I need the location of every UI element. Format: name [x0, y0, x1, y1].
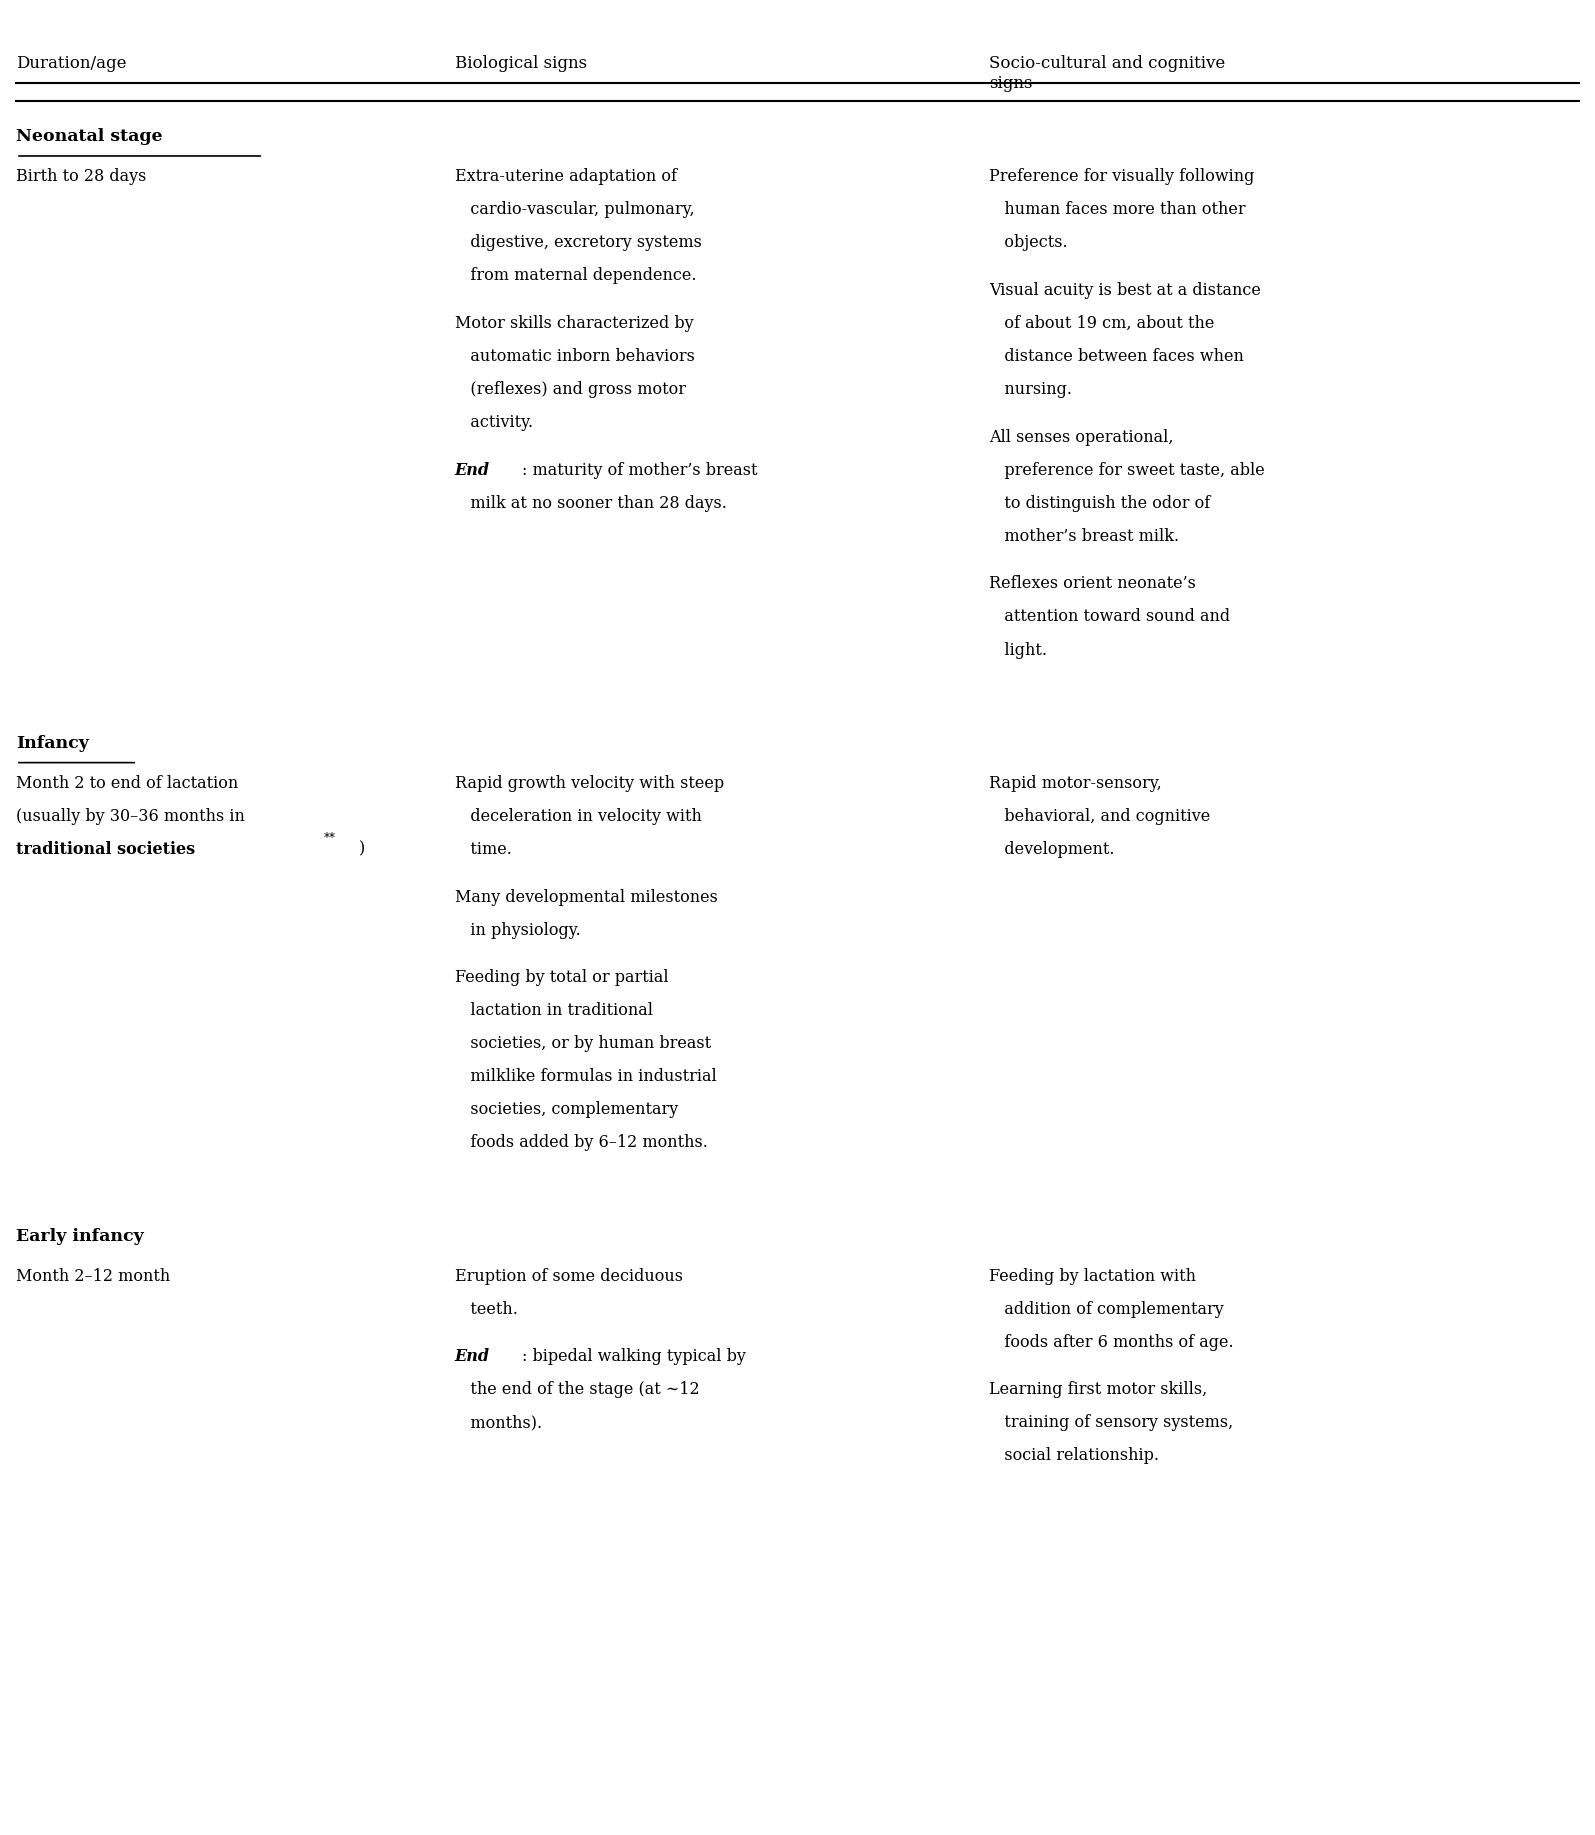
Text: Many developmental milestones: Many developmental milestones	[455, 888, 718, 905]
Text: Infancy: Infancy	[16, 736, 89, 752]
Text: foods added by 6–12 months.: foods added by 6–12 months.	[455, 1134, 708, 1151]
Text: foods after 6 months of age.: foods after 6 months of age.	[989, 1334, 1233, 1351]
Text: months).: months).	[455, 1415, 542, 1431]
Text: deceleration in velocity with: deceleration in velocity with	[455, 807, 702, 824]
Text: Visual acuity is best at a distance: Visual acuity is best at a distance	[989, 283, 1260, 299]
Text: development.: development.	[989, 840, 1115, 857]
Text: teeth.: teeth.	[455, 1301, 517, 1318]
Text: Preference for visually following: Preference for visually following	[989, 169, 1254, 185]
Text: nursing.: nursing.	[989, 382, 1072, 398]
Text: automatic inborn behaviors: automatic inborn behaviors	[455, 349, 694, 365]
Text: End: End	[455, 1349, 490, 1365]
Text: distance between faces when: distance between faces when	[989, 349, 1244, 365]
Text: Rapid growth velocity with steep: Rapid growth velocity with steep	[455, 774, 724, 791]
Text: Early infancy: Early infancy	[16, 1228, 144, 1244]
Text: training of sensory systems,: training of sensory systems,	[989, 1415, 1233, 1431]
Text: Month 2–12 month: Month 2–12 month	[16, 1268, 171, 1284]
Text: in physiology.: in physiology.	[455, 921, 581, 938]
Text: : bipedal walking typical by: : bipedal walking typical by	[522, 1349, 745, 1365]
Text: Rapid motor-sensory,: Rapid motor-sensory,	[989, 774, 1161, 791]
Text: Feeding by lactation with: Feeding by lactation with	[989, 1268, 1196, 1284]
Text: (usually by 30–36 months in: (usually by 30–36 months in	[16, 807, 244, 824]
Text: All senses operational,: All senses operational,	[989, 429, 1174, 446]
Text: milklike formulas in industrial: milklike formulas in industrial	[455, 1068, 716, 1084]
Text: : maturity of mother’s breast: : maturity of mother’s breast	[522, 462, 758, 479]
Text: milk at no sooner than 28 days.: milk at no sooner than 28 days.	[455, 495, 726, 512]
Text: End: End	[455, 462, 490, 479]
Text: Reflexes orient neonate’s: Reflexes orient neonate’s	[989, 576, 1196, 593]
Text: lactation in traditional: lactation in traditional	[455, 1002, 652, 1018]
Text: societies, or by human breast: societies, or by human breast	[455, 1035, 711, 1051]
Text: to distinguish the odor of: to distinguish the odor of	[989, 495, 1211, 512]
Text: societies, complementary: societies, complementary	[455, 1101, 678, 1118]
Text: Duration/age: Duration/age	[16, 55, 126, 72]
Text: Month 2 to end of lactation: Month 2 to end of lactation	[16, 774, 238, 791]
Text: Socio-cultural and cognitive
signs: Socio-cultural and cognitive signs	[989, 55, 1225, 92]
Text: activity.: activity.	[455, 415, 533, 431]
Text: Eruption of some deciduous: Eruption of some deciduous	[455, 1268, 683, 1284]
Text: time.: time.	[455, 840, 512, 857]
Text: Birth to 28 days: Birth to 28 days	[16, 169, 147, 185]
Text: light.: light.	[989, 642, 1046, 659]
Text: Extra-uterine adaptation of: Extra-uterine adaptation of	[455, 169, 676, 185]
Text: (reflexes) and gross motor: (reflexes) and gross motor	[455, 382, 686, 398]
Text: addition of complementary: addition of complementary	[989, 1301, 1223, 1318]
Text: traditional societies: traditional societies	[16, 840, 195, 857]
Text: digestive, excretory systems: digestive, excretory systems	[455, 235, 702, 251]
Text: attention toward sound and: attention toward sound and	[989, 609, 1230, 626]
Text: Motor skills characterized by: Motor skills characterized by	[455, 316, 694, 332]
Text: preference for sweet taste, able: preference for sweet taste, able	[989, 462, 1265, 479]
Text: behavioral, and cognitive: behavioral, and cognitive	[989, 807, 1211, 824]
Text: of about 19 cm, about the: of about 19 cm, about the	[989, 316, 1214, 332]
Text: **: **	[324, 831, 337, 844]
Text: Biological signs: Biological signs	[455, 55, 587, 72]
Text: objects.: objects.	[989, 235, 1067, 251]
Text: mother’s breast milk.: mother’s breast milk.	[989, 528, 1179, 545]
Text: ): )	[359, 840, 365, 857]
Text: Learning first motor skills,: Learning first motor skills,	[989, 1382, 1207, 1398]
Text: Neonatal stage: Neonatal stage	[16, 128, 163, 145]
Text: the end of the stage (at ∼12: the end of the stage (at ∼12	[455, 1382, 699, 1398]
Text: from maternal dependence.: from maternal dependence.	[455, 268, 695, 284]
Text: Feeding by total or partial: Feeding by total or partial	[455, 969, 668, 985]
Text: cardio-vascular, pulmonary,: cardio-vascular, pulmonary,	[455, 202, 694, 218]
Text: human faces more than other: human faces more than other	[989, 202, 1246, 218]
Text: social relationship.: social relationship.	[989, 1448, 1160, 1464]
